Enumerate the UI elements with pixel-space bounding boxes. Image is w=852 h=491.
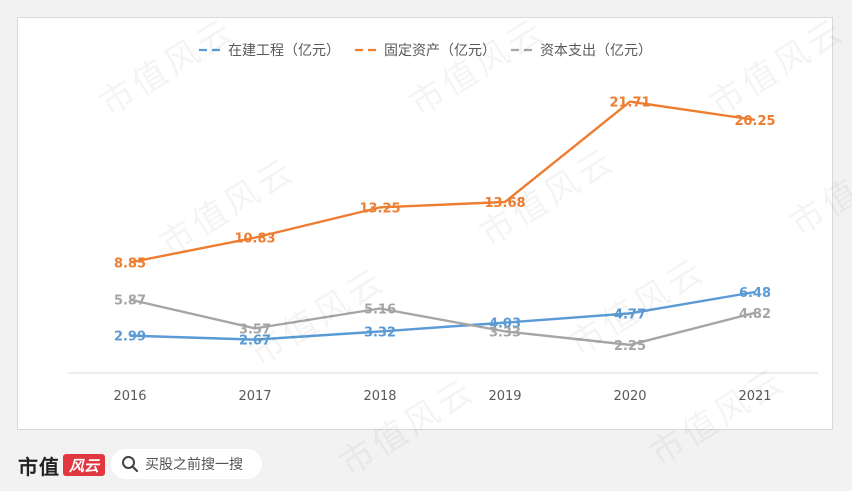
- x-tick-label: 2016: [113, 389, 146, 404]
- data-label: 4.03: [489, 317, 521, 332]
- brand[interactable]: 市值 风云: [18, 452, 105, 479]
- data-label: 3.57: [239, 322, 271, 337]
- legend-label: 固定资产（亿元）: [384, 43, 496, 59]
- data-labels: 2.99 2.67 3.32 4.03 4.77 6.48 8.85 10.83 13.25 13…: [114, 96, 776, 354]
- search-icon: [122, 456, 139, 473]
- series-lines: [129, 100, 756, 347]
- legend-label: 在建工程（亿元）: [228, 43, 340, 59]
- legend-item: 固定资产（亿元）: [355, 43, 496, 59]
- data-label: 3.33: [489, 325, 521, 340]
- x-axis: 2016 2017 2018 2019 2020 2021: [68, 372, 818, 404]
- search-box[interactable]: 买股之前搜一搜: [111, 449, 262, 479]
- data-label: 2.67: [239, 334, 271, 349]
- data-label: 8.85: [114, 256, 146, 271]
- search-placeholder: 买股之前搜一搜: [145, 457, 243, 473]
- footer: 市值 风云 买股之前搜一搜: [0, 440, 852, 491]
- data-label: 2.99: [114, 330, 146, 345]
- data-label: 5.16: [364, 303, 396, 318]
- series-line: [129, 298, 756, 347]
- line-chart: 在建工程（亿元） 固定资产（亿元） 资本支出（亿元） 2016 2017 2018 201…: [68, 43, 818, 404]
- data-label: 21.71: [609, 96, 650, 111]
- legend: 在建工程（亿元） 固定资产（亿元） 资本支出（亿元）: [199, 43, 652, 59]
- data-label: 6.48: [739, 286, 771, 301]
- data-label: 13.68: [484, 196, 525, 211]
- x-tick-label: 2019: [488, 389, 521, 404]
- chart-frame: 在建工程（亿元） 固定资产（亿元） 资本支出（亿元） 2016 2017 2018 201…: [17, 17, 833, 430]
- legend-item: 资本支出（亿元）: [511, 43, 652, 59]
- brand-logo: 风云: [63, 454, 105, 476]
- brand-name: 市值: [18, 454, 60, 479]
- data-label: 13.25: [359, 201, 400, 216]
- series-line: [129, 100, 756, 264]
- series-line: [129, 290, 756, 341]
- x-tick-label: 2020: [613, 389, 646, 404]
- x-tick-label: 2017: [238, 389, 271, 404]
- legend-label: 资本支出（亿元）: [540, 43, 652, 59]
- data-label: 4.77: [614, 307, 646, 322]
- data-label: 10.83: [234, 232, 275, 247]
- data-label: 20.25: [734, 114, 775, 129]
- data-label: 5.87: [114, 294, 146, 309]
- data-label: 3.32: [364, 326, 396, 341]
- x-tick-label: 2018: [363, 389, 396, 404]
- legend-item: 在建工程（亿元）: [199, 43, 340, 59]
- data-label: 4.82: [739, 307, 771, 322]
- x-tick-label: 2021: [738, 389, 771, 404]
- data-label: 2.25: [614, 339, 646, 354]
